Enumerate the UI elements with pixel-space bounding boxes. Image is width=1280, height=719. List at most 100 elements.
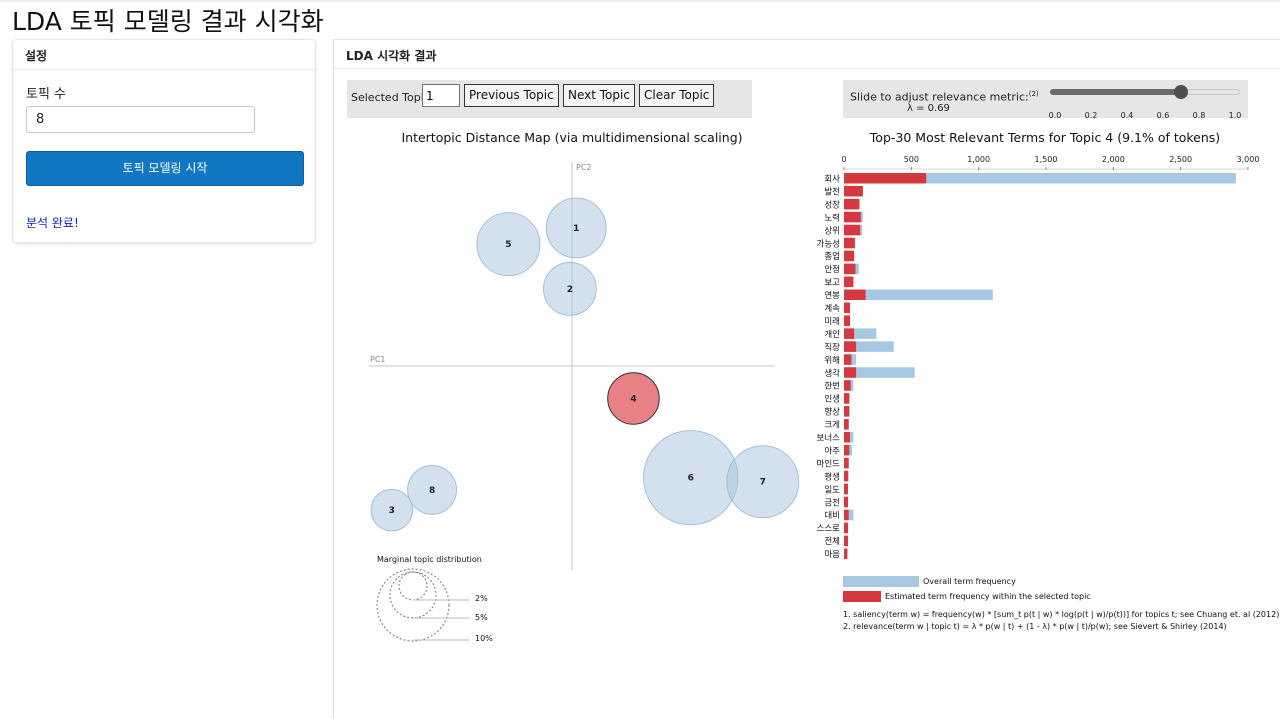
legend-overall-label: Overall term frequency xyxy=(923,577,1016,586)
term-label[interactable]: 보너스 xyxy=(817,433,841,444)
overall-bar[interactable] xyxy=(844,173,1236,184)
term-label[interactable]: 인생 xyxy=(824,394,840,405)
term-label[interactable]: 생각 xyxy=(824,368,840,379)
term-label[interactable]: 위해 xyxy=(824,356,840,366)
settings-panel: 설정 토픽 수 토픽 모델링 시작 분석 완료! xyxy=(12,39,316,243)
legend-topic-label: Estimated term frequency within the sele… xyxy=(885,592,1091,601)
next-topic-button[interactable]: Next Topic xyxy=(563,84,635,107)
previous-topic-button[interactable]: Previous Topic xyxy=(464,84,559,107)
topic-bar[interactable] xyxy=(844,535,849,547)
marginal-label-10: 10% xyxy=(475,634,493,643)
slider-footnote-mark: (2) xyxy=(1028,90,1039,98)
topic-bar[interactable] xyxy=(844,509,849,521)
term-label[interactable]: 향상 xyxy=(824,407,840,418)
topic-bar[interactable] xyxy=(844,470,849,482)
topic-bar[interactable] xyxy=(844,289,866,301)
term-label[interactable]: 종업 xyxy=(824,252,840,262)
clear-topic-button[interactable]: Clear Topic xyxy=(639,84,715,107)
sidebar-divider xyxy=(333,39,334,719)
term-label[interactable]: 상위 xyxy=(824,225,840,236)
term-label[interactable]: 안정 xyxy=(824,264,840,275)
term-label[interactable]: 한번 xyxy=(824,382,840,392)
terms-x-axis: 0 500 1,000 1,500 2,000 2,500 3,000 xyxy=(841,155,1259,170)
topic-bar[interactable] xyxy=(844,522,849,534)
topic-label: 7 xyxy=(760,478,766,488)
start-modeling-button[interactable]: 토픽 모델링 시작 xyxy=(26,151,304,186)
term-label[interactable]: 금전 xyxy=(824,497,840,508)
topic-bar[interactable] xyxy=(844,432,851,443)
topic-controls: Selected Topic: Previous Topic Next Topi… xyxy=(347,80,752,118)
topic-bar[interactable] xyxy=(844,224,861,236)
topic-bar[interactable] xyxy=(844,302,851,314)
selected-topic-input[interactable] xyxy=(422,84,460,107)
topic-bar[interactable] xyxy=(844,341,857,352)
topic-bar[interactable] xyxy=(844,380,851,391)
topic-bubble-5[interactable] xyxy=(476,212,541,277)
topic-bar[interactable] xyxy=(844,315,851,326)
pc2-label: PC2 xyxy=(576,163,592,172)
term-label[interactable]: 아주 xyxy=(824,445,840,456)
term-label[interactable]: 개인 xyxy=(824,329,840,340)
term-label[interactable]: 마음 xyxy=(824,550,840,560)
topic-bar[interactable] xyxy=(844,367,857,378)
overall-bar[interactable] xyxy=(844,289,993,301)
term-label[interactable]: 전체 xyxy=(824,536,840,547)
overall-bar[interactable] xyxy=(844,328,877,339)
topic-bar[interactable] xyxy=(844,173,927,184)
topic-bar[interactable] xyxy=(844,457,849,469)
term-label[interactable]: 미래 xyxy=(824,317,840,327)
topic-bar[interactable] xyxy=(844,496,849,508)
topic-count-input[interactable] xyxy=(26,106,255,133)
topic-bar[interactable] xyxy=(844,198,860,210)
topic-bubble-3[interactable] xyxy=(370,488,413,532)
terms-bars: 회사발전성장노력상위가능성종업안정보고연봉계속미래개인직장위해생각한번인생향상크… xyxy=(817,173,1236,560)
term-label[interactable]: 가능성 xyxy=(817,239,840,249)
topic-bar[interactable] xyxy=(844,276,854,288)
marginal-label-5: 5% xyxy=(475,613,488,622)
term-label[interactable]: 직장 xyxy=(824,342,840,353)
term-label[interactable]: 크게 xyxy=(824,420,840,431)
term-label[interactable]: 노력 xyxy=(824,212,840,223)
slider-handle[interactable] xyxy=(1174,85,1189,99)
terms-chart-title: Top-30 Most Relevant Terms for Topic 4 (… xyxy=(869,130,1220,145)
term-label[interactable]: 일도 xyxy=(824,485,840,495)
topic-bubble-2[interactable] xyxy=(543,262,597,316)
topic-bar[interactable] xyxy=(844,419,849,430)
term-label[interactable]: 마인드 xyxy=(817,458,841,469)
topic-bar[interactable] xyxy=(844,250,855,262)
topic-label: 6 xyxy=(688,474,694,484)
topic-bar[interactable] xyxy=(844,444,850,456)
topic-bar[interactable] xyxy=(844,548,848,560)
topic-bar[interactable] xyxy=(844,354,852,365)
term-label[interactable]: 보고 xyxy=(824,278,840,288)
slider-fill xyxy=(1050,89,1182,95)
topic-bubble-8[interactable] xyxy=(407,464,457,515)
x-tick-label: 3,000 xyxy=(1237,155,1260,164)
topic-bar[interactable] xyxy=(844,185,863,197)
term-label[interactable]: 평생 xyxy=(824,471,840,482)
results-header: LDA 시각화 결과 xyxy=(334,39,1280,69)
term-label[interactable]: 대비 xyxy=(824,511,840,521)
intertopic-map-title: Intertopic Distance Map (via multidimens… xyxy=(401,130,742,145)
term-label[interactable]: 회사 xyxy=(824,175,840,185)
topic-bar[interactable] xyxy=(844,237,855,249)
overall-bar[interactable] xyxy=(844,367,915,378)
topic-bar[interactable] xyxy=(844,393,850,404)
topic-bubble-4[interactable] xyxy=(607,372,660,425)
term-label[interactable]: 계속 xyxy=(824,303,840,314)
topic-bar[interactable] xyxy=(844,328,855,339)
topic-bubble-1[interactable] xyxy=(545,197,607,259)
term-label[interactable]: 스스로 xyxy=(817,524,841,534)
topic-bar[interactable] xyxy=(844,263,856,275)
topic-bar[interactable] xyxy=(844,483,849,495)
topic-bar[interactable] xyxy=(844,211,861,223)
slider-tick-label: 1.0 xyxy=(1228,111,1242,120)
marginal-circle-5 xyxy=(389,571,437,619)
settings-header: 설정 xyxy=(13,40,315,70)
topic-bar[interactable] xyxy=(844,406,850,417)
term-label[interactable]: 발전 xyxy=(824,186,840,197)
overall-bar[interactable] xyxy=(844,341,894,352)
topic-bubble-7[interactable] xyxy=(726,445,800,519)
term-label[interactable]: 성장 xyxy=(824,199,840,210)
term-label[interactable]: 연봉 xyxy=(824,291,840,301)
